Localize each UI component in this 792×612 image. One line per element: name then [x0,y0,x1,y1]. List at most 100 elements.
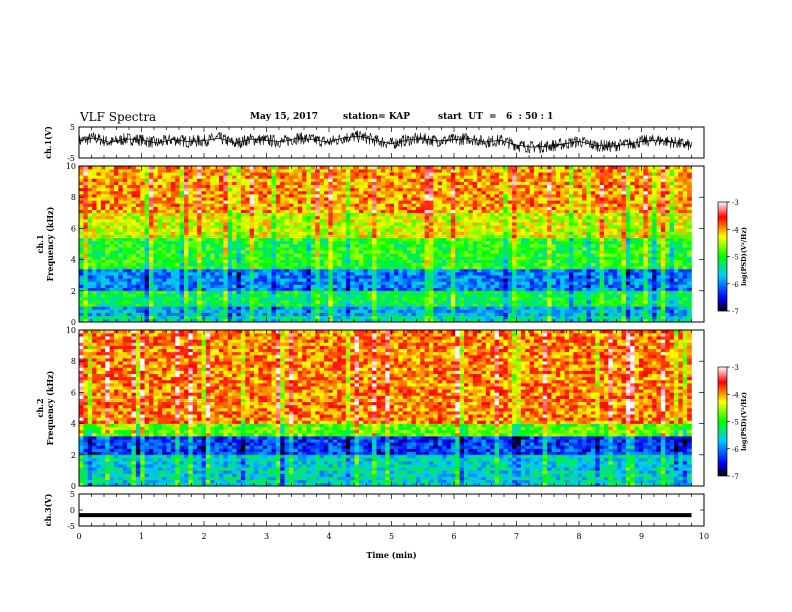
psd-cell [442,315,447,320]
psd-cell [446,250,452,254]
psd-cell [398,293,404,298]
psd-cell [271,278,277,282]
psd-cell [179,181,185,186]
psd-cell [166,272,172,276]
psd-cell [450,240,456,245]
psd-cell [96,178,102,182]
psd-cell [315,268,320,273]
psd-cell [140,247,145,251]
psd-cell [293,194,299,198]
psd-cell [424,300,430,304]
psd-cell [227,203,233,207]
psd-cell [450,215,456,220]
psd-cell [153,203,159,207]
psd-cell [424,278,430,282]
psd-cell [455,287,460,292]
psd-cell [402,262,408,267]
psd-cell [420,209,425,214]
psd-cell [184,200,189,204]
psd-cell [429,244,434,248]
psd-cell [446,209,452,214]
psd-cell [472,194,478,198]
psd-cell [254,268,259,273]
psd-cell [140,203,145,207]
psd-cell [267,259,272,264]
psd-cell [214,262,220,267]
psd-cell [363,206,369,210]
psd-cell [450,293,456,298]
psd-cell [227,206,233,210]
psd-cell [118,166,124,170]
psd-cell [210,237,215,242]
psd-cell [385,275,390,279]
psd-cell [236,219,242,223]
psd-cell [437,281,443,285]
psd-cell [92,197,97,201]
psd-cell [280,219,285,223]
psd-cell [477,250,482,254]
psd-cell [424,256,430,260]
psd-cell [254,169,259,173]
psd-cell [319,268,325,273]
psd-cell [367,275,373,279]
psd-cell [227,212,233,217]
psd-cell [402,293,408,298]
psd-cell [481,297,487,301]
psd-cell [306,290,312,295]
psd-cell [332,237,338,242]
psd-cell [87,190,93,195]
psd-cell [289,228,294,232]
psd-cell [345,272,351,276]
psd-cell [297,172,303,176]
psd-cell [293,206,299,210]
psd-cell [127,290,132,295]
psd-cell [79,272,84,276]
psd-cell [96,184,102,189]
psd-cell [297,287,303,292]
psd-cell [490,222,495,226]
psd-cell [328,250,334,254]
psd-cell [140,293,145,298]
psd-cell [455,184,460,189]
psd-cell [118,303,124,307]
psd-cell [118,253,124,257]
psd-cell [455,237,460,242]
psd-cell [437,287,443,292]
psd-cell [210,190,215,195]
psd-cell [249,278,255,282]
psd-cell [367,290,373,295]
psd-cell [210,184,215,189]
psd-cell [79,222,84,226]
psd-cell [79,212,84,217]
psd-cell [79,259,84,264]
psd-cell [464,284,469,288]
psd-cell [446,184,452,189]
psd-cell [394,303,399,307]
psd-cell [345,287,351,292]
psd-cell [332,275,338,279]
psd-cell [359,200,364,204]
psd-cell [83,206,89,210]
psd-cell [275,225,281,229]
psd-cell [83,169,89,173]
psd-cell [197,272,202,276]
psd-cell [380,256,386,260]
psd-cell [459,284,465,288]
psd-cell [227,231,233,235]
psd-cell [481,231,487,235]
psd-cell [135,169,141,173]
psd-cell [162,175,167,179]
psd-cell [293,187,299,192]
psd-cell [341,222,347,226]
psd-cell [359,206,364,210]
psd-cell [385,200,390,204]
psd-cell [284,315,290,320]
psd-cell [363,284,369,288]
psd-cell [144,231,150,235]
psd-cell [249,169,255,173]
psd-cell [240,253,246,257]
psd-cell [494,300,500,304]
psd-cell [306,281,312,285]
psd-cell [420,268,425,273]
psd-cell [205,272,211,276]
